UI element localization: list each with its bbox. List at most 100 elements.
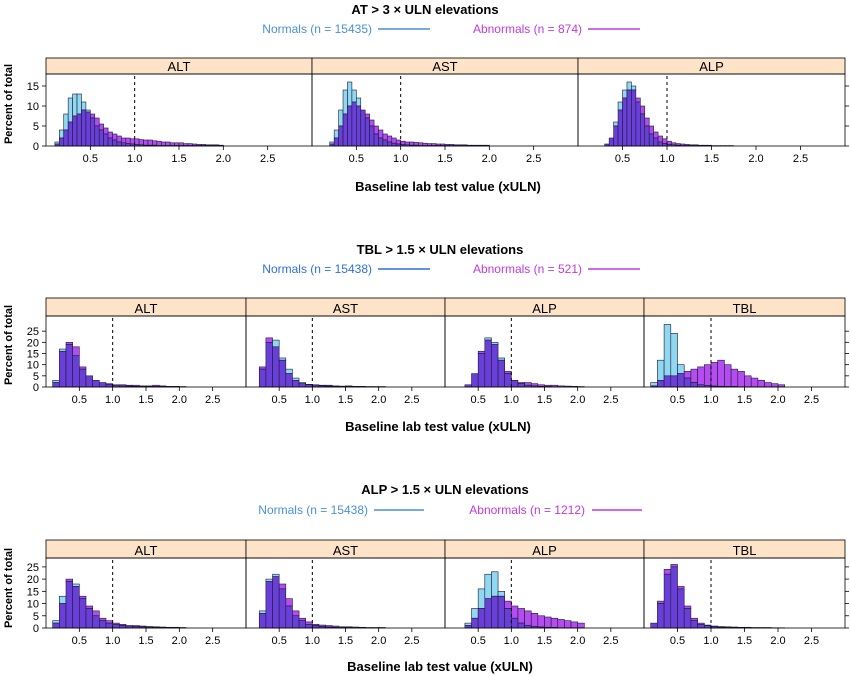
histogram-bar [530,383,539,387]
histogram-bar [648,125,654,135]
histogram-bar-overlap [278,588,287,629]
histogram-bar-overlap [657,603,665,629]
histogram-bar-overlap [657,141,663,147]
histogram-bar [670,564,678,568]
histogram-bar-overlap [72,355,80,388]
histogram-bar-overlap [504,373,512,388]
panel-strip-label: ALP [699,59,724,74]
histogram-bar-overlap [58,137,65,147]
x-tick-label: 1.5 [138,394,153,406]
histogram-bar [504,600,512,609]
x-tick-label: 2.5 [603,635,618,647]
x-tick-label: 2.5 [404,394,419,406]
histogram-bar-overlap [81,109,87,147]
panel-strip-label: ALT [135,301,158,316]
histogram-bar-overlap [79,598,87,629]
histogram-bar [72,93,78,117]
histogram-bar [54,141,60,145]
histogram-bar-overlap [258,368,267,388]
x-tick-label: 1.0 [393,153,408,165]
x-tick-label: 1.5 [737,394,752,406]
histogram-bar-overlap [657,379,665,388]
histogram-bar [79,595,87,599]
histogram-bar [622,89,628,99]
histogram-bar [477,350,486,354]
histogram-bar [160,141,166,146]
x-tick-label: 2.5 [804,635,819,647]
histogram-bar-overlap [76,113,82,147]
histogram-bar [511,605,519,619]
histogram-bar [265,578,273,582]
histogram-bar [570,621,578,629]
histogram-bar-overlap [112,624,120,629]
x-tick-label: 2.0 [482,153,497,165]
x-tick-label: 2.0 [371,635,386,647]
x-tick-label: 1.0 [504,635,519,647]
x-tick-label: 1.5 [704,153,719,165]
histogram-bar [103,127,109,135]
histogram-bar [156,140,162,146]
histogram-bar [143,139,149,146]
y-tick-label: 5 [33,371,39,383]
histogram-bar [650,382,658,387]
histogram-bar [657,359,665,381]
histogram-bar [737,371,745,388]
histogram-bar [764,382,772,388]
chart-block-alp: ALP > 1.5 × ULN elevations Normals (n = … [3,482,849,674]
x-tick-label: 0.5 [471,635,486,647]
histogram-bar [671,142,677,146]
histogram-bar-overlap [85,111,91,147]
histogram-bar [464,622,472,626]
y-axis-label: Percent of total [3,64,15,144]
histogram-bar [52,620,60,624]
histogram-bar [557,619,565,629]
panel-strip-label: AST [333,301,358,316]
x-tick-label: 2.5 [526,153,541,165]
histogram-bar-overlap [497,359,506,388]
x-tick-label: 1.5 [171,153,186,165]
histogram-bar-overlap [477,608,486,629]
x-tick-label: 1.5 [338,635,353,647]
x-tick-label: 0.5 [471,394,486,406]
histogram-bar-overlap [79,368,87,388]
histogram-bar [644,117,650,127]
x-tick-label: 1.0 [305,635,320,647]
histogram-bar-overlap [85,608,93,629]
histogram-bar-overlap [292,379,300,388]
histogram-bar [272,573,280,577]
histogram-bar [677,364,685,374]
x-tick-label: 0.5 [670,635,685,647]
x-tick-label: 1.0 [127,153,142,165]
histogram-bar-overlap [670,375,678,388]
x-tick-label: 2.5 [603,394,618,406]
histogram-bar-overlap [690,382,698,388]
histogram-bar-overlap [504,608,512,629]
histogram-bar [63,113,69,131]
x-tick-label: 1.0 [703,394,718,406]
histogram-bar-overlap [639,113,646,147]
histogram-bar-overlap [378,137,384,147]
histogram-bar [471,608,479,619]
panel-ast: AST 0.5 1.0 1.5 2.0 2.5 [311,57,579,165]
histogram-bar-overlap [59,350,67,388]
histogram-bar [663,324,672,377]
histogram-bar [152,140,158,146]
histogram-bar [413,142,419,146]
histogram-bar-overlap [272,576,280,629]
histogram-bar-overlap [103,133,109,147]
y-tick-label: 10 [27,101,39,113]
histogram-bar [544,616,552,628]
histogram-bar [285,368,293,374]
histogram-bar [690,368,698,383]
histogram-bar-overlap [116,141,122,147]
histogram-bar-overlap [653,137,659,147]
histogram-bar [129,138,135,145]
panel-strip-label: ALT [168,59,191,74]
histogram-bar [147,139,153,146]
histogram-bar-overlap [471,373,479,388]
histogram-bar [369,119,375,127]
histogram-bar [710,362,718,387]
histogram-bar [635,97,641,103]
histogram-bar-overlap [497,595,506,629]
